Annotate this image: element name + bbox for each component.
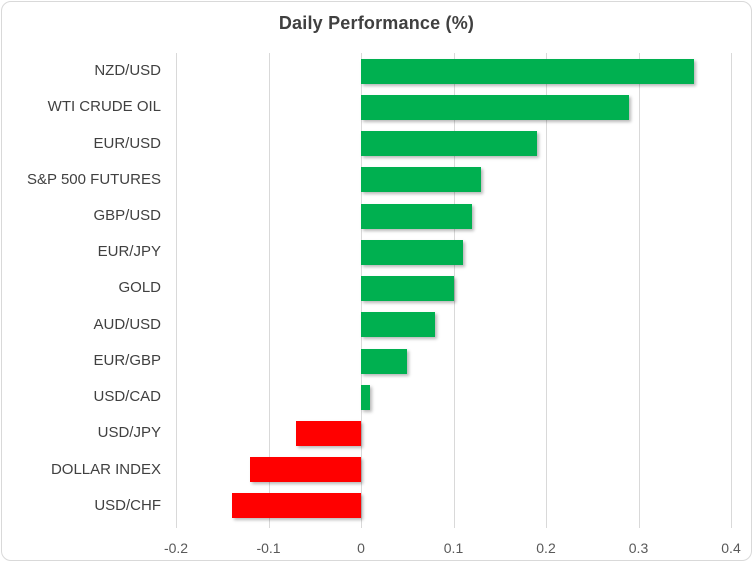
category-label: USD/CAD: [93, 388, 161, 406]
bar-eur-gbp: [361, 348, 408, 374]
category-label: WTI CRUDE OIL: [47, 98, 161, 116]
category-label: NZD/USD: [94, 62, 161, 79]
category-label: USD/JPY: [97, 424, 161, 442]
gridline: [638, 53, 640, 528]
category-label: AUD/USD: [93, 315, 161, 333]
category-label: GBP/USD: [93, 206, 161, 224]
bar-gbp-usd: [361, 203, 472, 229]
gridline: [731, 53, 732, 528]
chart-title: Daily Performance (%): [278, 13, 475, 33]
bar-usd-chf: [231, 493, 361, 519]
gridline: [268, 53, 270, 528]
x-tick-label: 0.3: [628, 540, 649, 556]
category-label: EUR/GBP: [93, 351, 161, 369]
category-label: S&P 500 FUTURES: [27, 170, 161, 188]
bar-usd-cad: [361, 384, 371, 410]
bar-usd-jpy: [296, 420, 362, 446]
bar-gold: [361, 276, 454, 301]
gridline: [546, 53, 547, 528]
gridline: [453, 53, 455, 528]
x-tick-label: -0.2: [163, 540, 189, 556]
category-axis: NZD/USD WTI CRUDE OIL EUR/USD S&P 500 FUTUR…: [2, 2, 161, 560]
x-tick-label: 0.1: [443, 540, 464, 556]
category-label: EUR/USD: [93, 134, 161, 152]
category-label: EUR/JPY: [97, 243, 161, 261]
bar-eur-jpy: [361, 239, 463, 265]
x-tick-label: -0.1: [256, 540, 281, 556]
bar-dollar-index: [250, 457, 361, 483]
category-label: DOLLAR INDEX: [50, 460, 161, 478]
category-label: USD/CHF: [94, 496, 161, 514]
value-axis: -0.2 -0.1 0 0.1 0.2 0.3 0.4: [2, 538, 751, 560]
bar-nzd-usd: [361, 58, 694, 84]
x-tick-label: 0: [357, 540, 365, 556]
x-tick-label: 0.4: [721, 540, 741, 556]
x-tick-label: 0.2: [536, 540, 556, 556]
bar-s-p-500-futures: [361, 167, 482, 193]
bar-aud-usd: [361, 312, 435, 338]
category-label: GOLD: [118, 279, 161, 297]
plot-area: [176, 53, 732, 528]
bar-wti-crude-oil: [361, 94, 630, 120]
bar-eur-usd: [361, 131, 537, 157]
gridline: [176, 53, 177, 528]
